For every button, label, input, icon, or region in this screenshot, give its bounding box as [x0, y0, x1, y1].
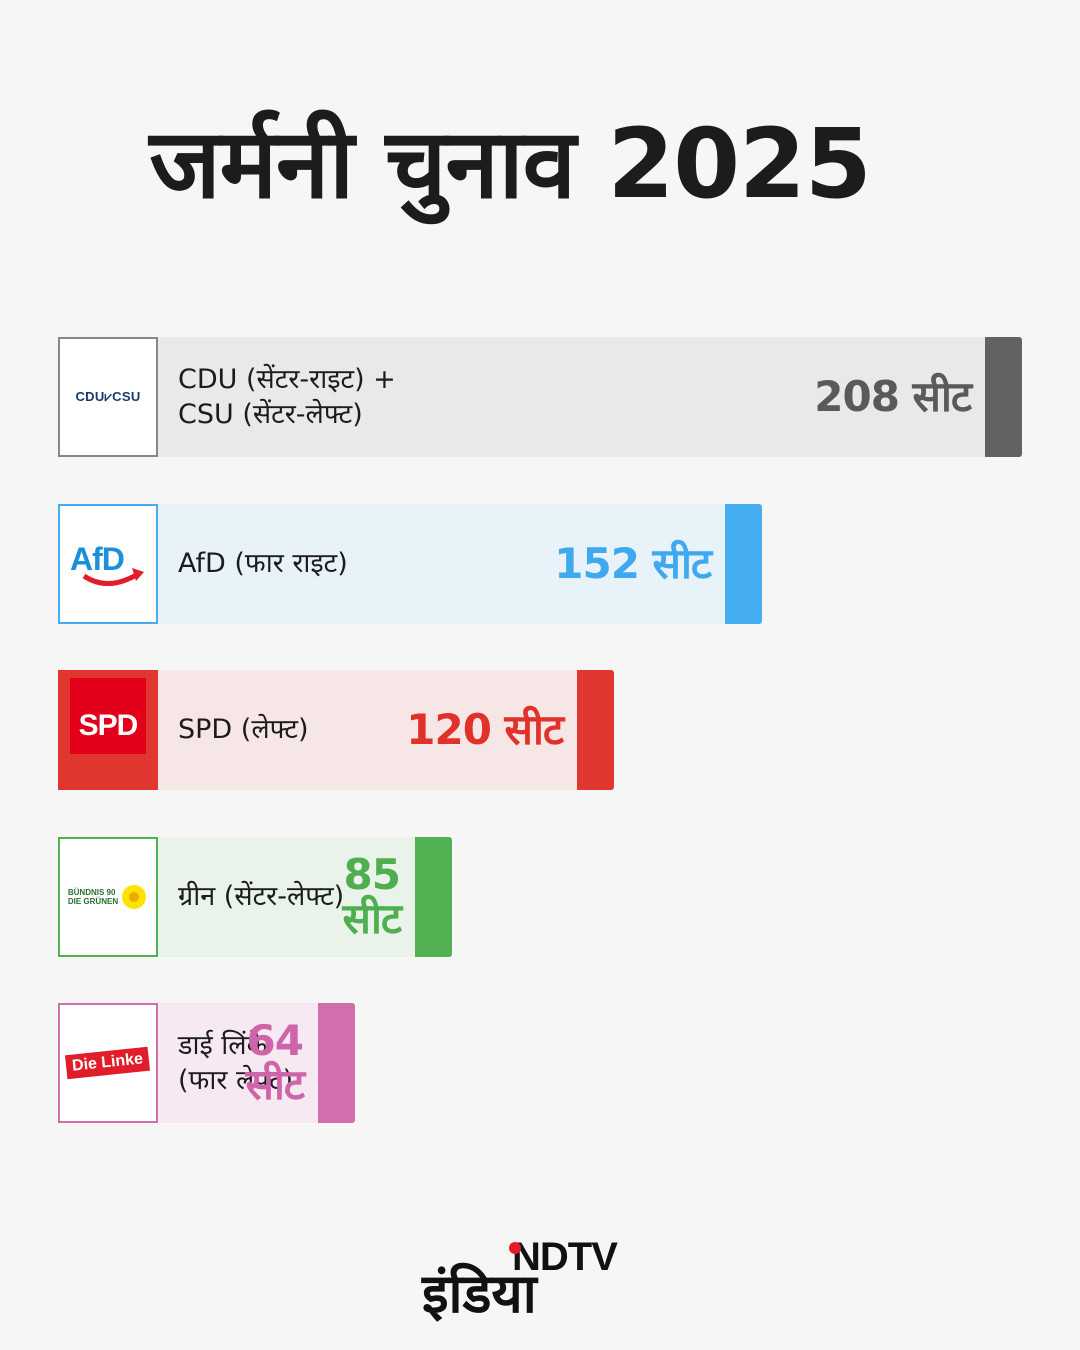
- brand-red-dot: [509, 1242, 521, 1254]
- bar-fill: [158, 337, 985, 457]
- bar-fill: [158, 1003, 318, 1123]
- bar-row: SPD SPD (लेफ्ट) 120 सीट: [58, 670, 614, 790]
- afd-logo: AfD: [58, 504, 158, 624]
- bar-fill: [158, 837, 415, 957]
- party-label: CDU (सेंटर-राइट) + CSU (सेंटर-लेफ्ट): [178, 363, 396, 430]
- bar-value-cap: [415, 837, 452, 957]
- party-label: SPD (लेफ्ट): [178, 714, 309, 746]
- ndtv-india-wordmark: NDTV इंडिया: [421, 1235, 619, 1325]
- seat-label: 120 सीट: [406, 704, 564, 754]
- party-label: ग्रीन (सेंटर-लेफ्ट): [178, 881, 345, 913]
- bar-row: CDU⩗CSU CDU (सेंटर-राइट) + CSU (सेंटर-लेफ…: [58, 337, 1022, 457]
- bar-value-cap: [985, 337, 1022, 457]
- party-label: डाई लिंके (फार लेफ्ट): [178, 1029, 294, 1096]
- bar-row: Die Linke डाई लिंके (फार लेफ्ट) 64 सीट: [58, 1003, 355, 1123]
- spd-logo: SPD: [58, 670, 158, 790]
- seat-label: 152 सीट: [554, 538, 712, 588]
- svg-text:AfD: AfD: [70, 541, 124, 577]
- chart-title: जर्मनी चुनाव 2025: [149, 108, 871, 220]
- brand-bottom-text: इंडिया: [421, 1262, 539, 1325]
- die-linke-logo: Die Linke: [58, 1003, 158, 1123]
- bar-row: BÜNDNIS 90 DIE GRÜNEN ग्रीन (सेंटर-लेफ्ट)…: [58, 837, 452, 957]
- party-label: AfD (फार राइट): [178, 548, 348, 580]
- bar-value-cap: [577, 670, 614, 790]
- seat-label: 64 सीट: [245, 1015, 305, 1109]
- bar-value-cap: [318, 1003, 355, 1123]
- cdu-csu-logo: CDU⩗CSU: [58, 337, 158, 457]
- brand-top-text: NDTV: [512, 1235, 618, 1279]
- gruene-logo: BÜNDNIS 90 DIE GRÜNEN: [58, 837, 158, 957]
- bar-row: AfD AfD (फार राइट) 152 सीट: [58, 504, 762, 624]
- ndtv-india-logo: NDTV इंडिया: [0, 1232, 1080, 1332]
- seat-label: 208 सीट: [814, 371, 972, 421]
- bar-fill: [158, 670, 577, 790]
- bar-value-cap: [725, 504, 762, 624]
- bar-fill: [158, 504, 725, 624]
- seat-label: 85 सीट: [342, 849, 402, 943]
